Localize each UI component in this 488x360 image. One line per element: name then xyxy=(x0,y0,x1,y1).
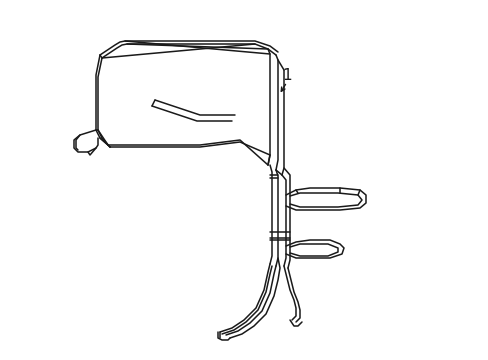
Text: 1: 1 xyxy=(282,68,291,82)
